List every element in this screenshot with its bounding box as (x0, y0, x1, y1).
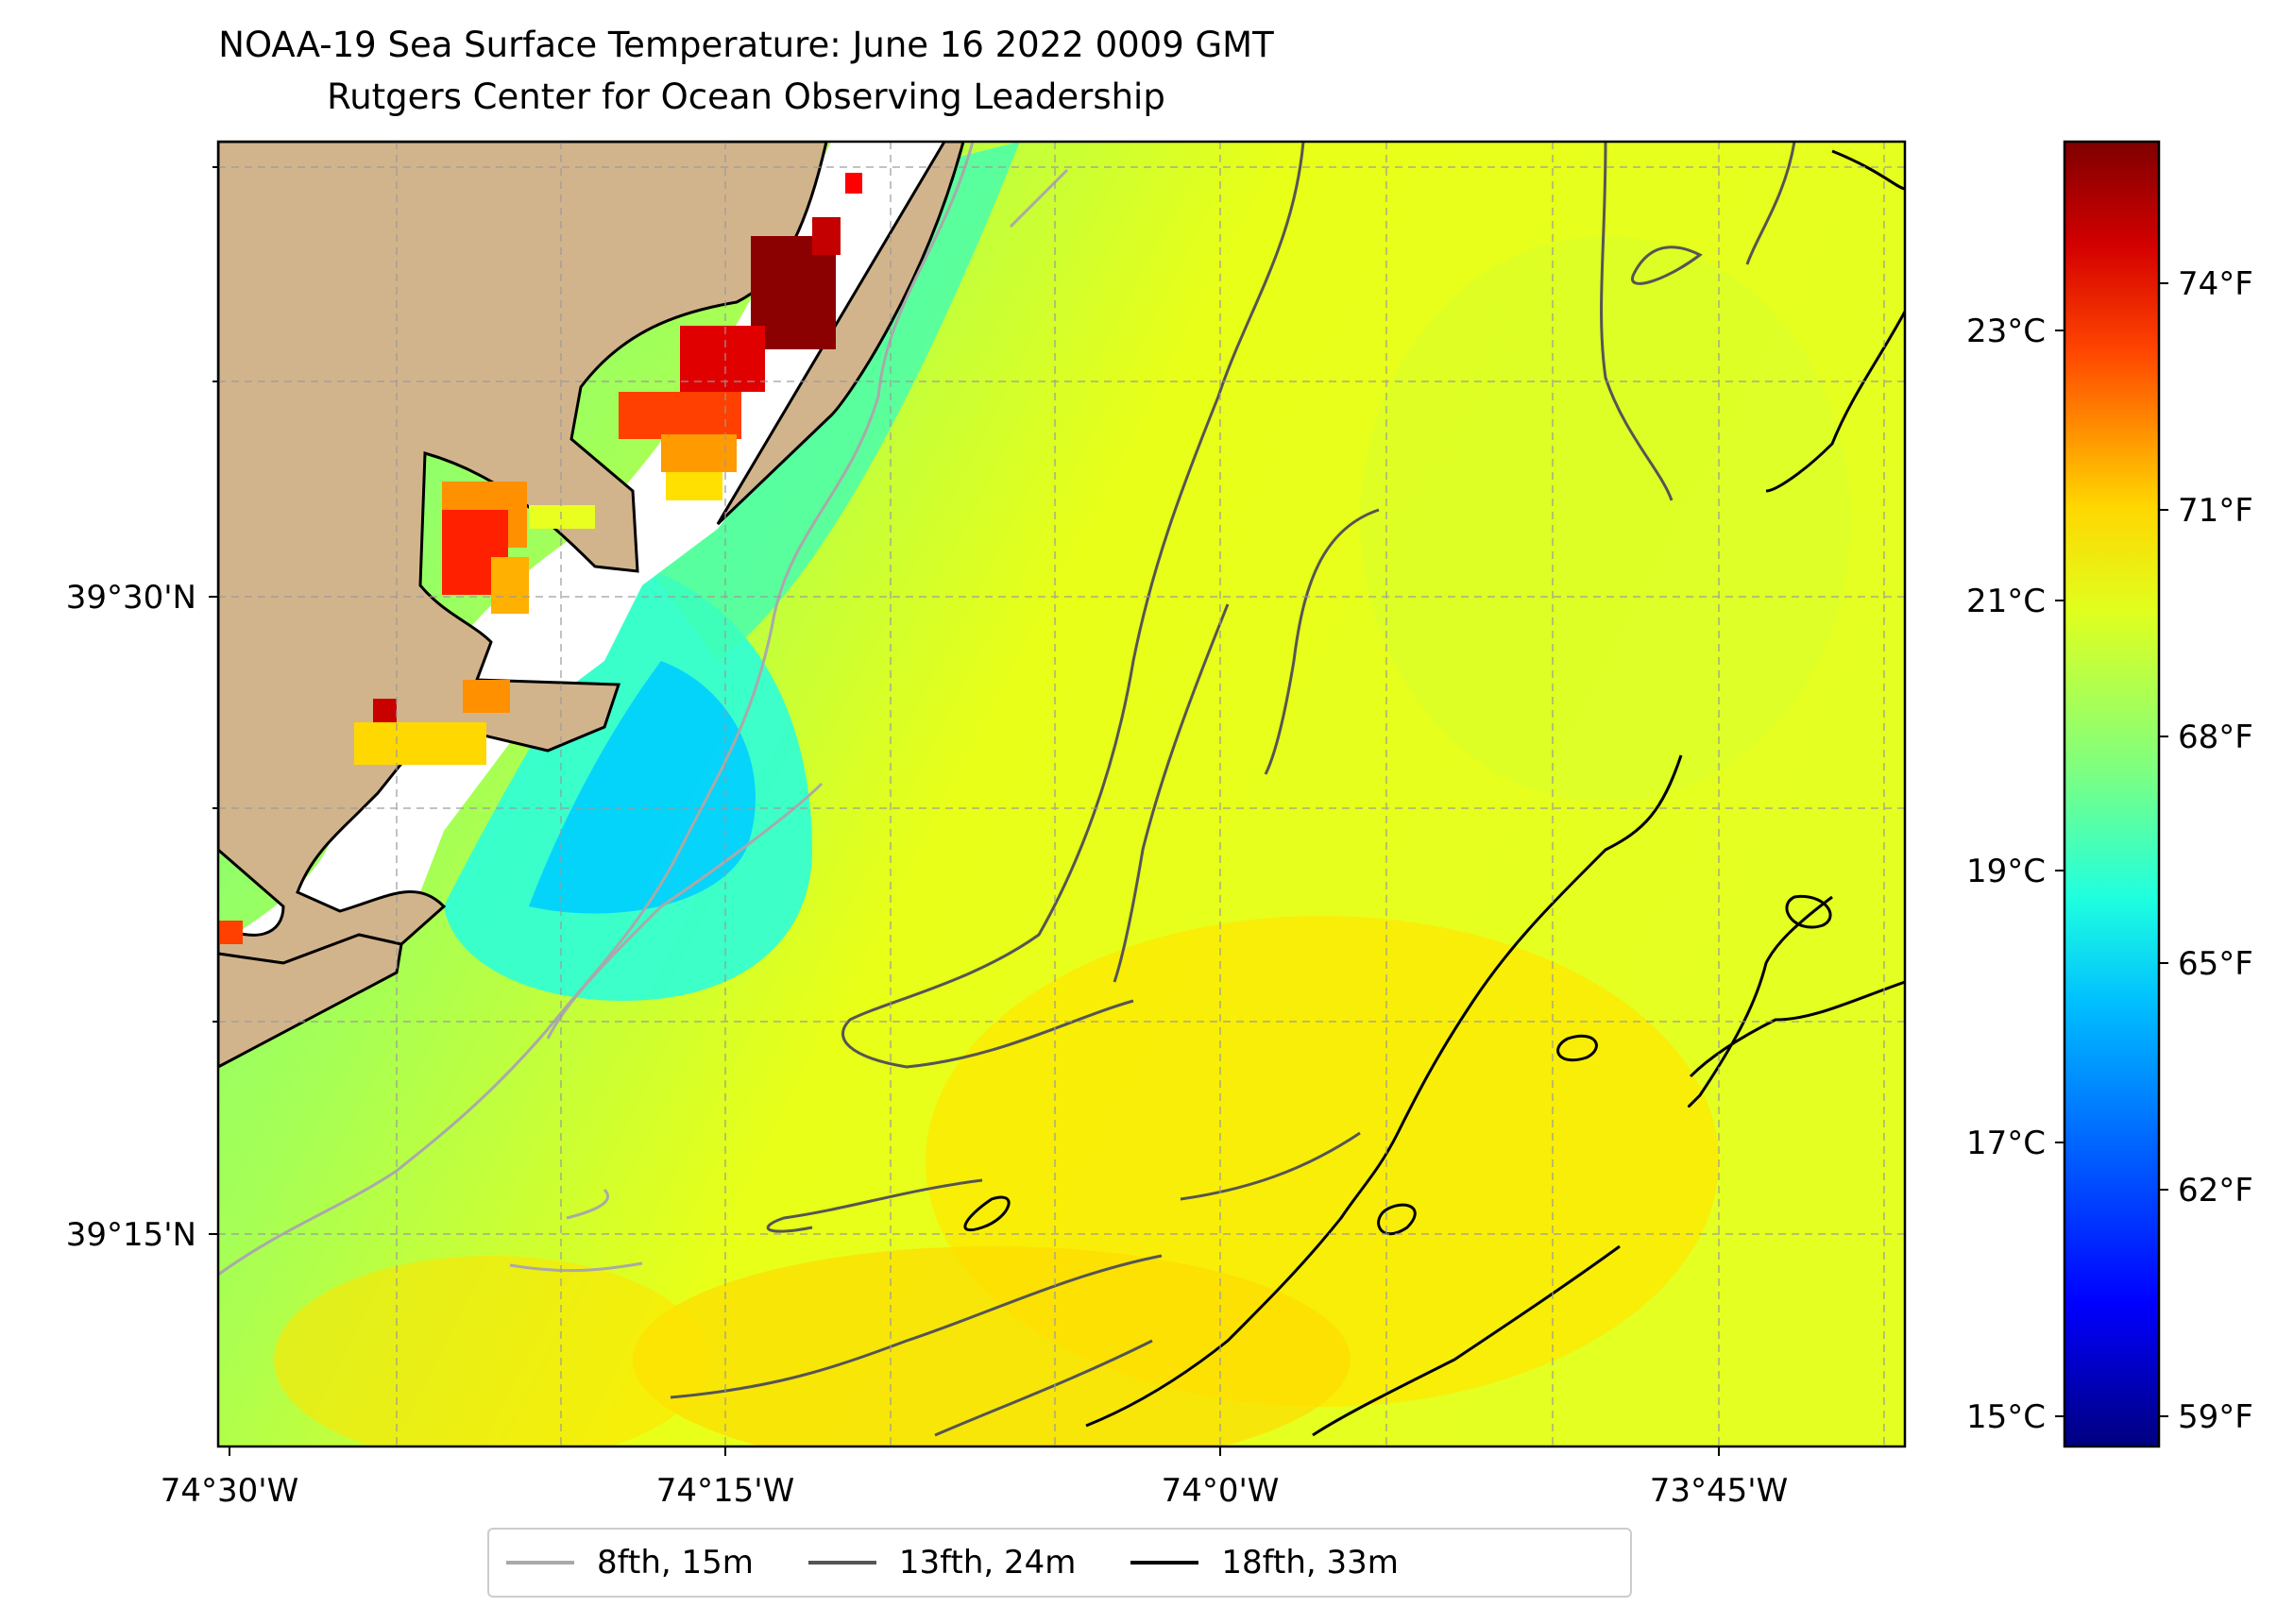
map-frame (216, 140, 1907, 1448)
y-tick-label: 39°15'N (66, 1216, 196, 1254)
fahrenheit-tick-label: 62°F (2178, 1172, 2253, 1210)
legend-label: 18fth, 33m (1221, 1544, 1399, 1582)
legend-item: 13fth, 24m (807, 1544, 1077, 1582)
legend-item: 8fth, 15m (506, 1544, 754, 1582)
hot-pixel (373, 699, 397, 722)
hot-pixel (666, 472, 722, 500)
cold-core (529, 661, 756, 914)
fahrenheit-tick-label: 68°F (2178, 719, 2253, 756)
isobath-33m (963, 149, 1905, 1437)
legend-item: 18fth, 33m (1130, 1544, 1399, 1582)
x-tick-label: 74°0'W (1162, 1472, 1280, 1510)
colorbar (2063, 140, 2161, 1448)
celsius-tick-label: 15°C (1966, 1398, 2046, 1436)
hot-pixel (619, 392, 741, 439)
graticule (218, 142, 1905, 1446)
hot-pixel (463, 680, 510, 713)
hot-pixel (491, 557, 529, 614)
chart-subtitle: Rutgers Center for Ocean Observing Leade… (327, 76, 1165, 117)
legend-label: 13fth, 24m (898, 1544, 1077, 1582)
y-tick-label: 39°30'N (66, 579, 196, 617)
land (218, 933, 403, 1069)
x-tick-label: 74°30'W (161, 1472, 299, 1510)
land (716, 142, 965, 526)
hot-pixel (529, 505, 595, 529)
hot-pixel (812, 217, 841, 255)
fahrenheit-tick-label: 74°F (2178, 265, 2253, 303)
warm-region (633, 1246, 1351, 1446)
fahrenheit-tick-label: 71°F (2178, 492, 2253, 530)
legend-swatch (1130, 1561, 1199, 1565)
celsius-tick-label: 23°C (1966, 313, 2046, 350)
fahrenheit-tick-label: 59°F (2178, 1398, 2253, 1436)
hot-pixel (219, 921, 243, 944)
hot-pixel (845, 173, 862, 194)
warm-region (274, 1256, 708, 1446)
isobath-24m (670, 142, 1796, 1437)
no-data-area (218, 142, 954, 1067)
isobath-15m (218, 142, 1069, 1277)
legend-swatch (506, 1561, 574, 1565)
x-tick-label: 74°15'W (656, 1472, 795, 1510)
hot-pixel (354, 722, 486, 765)
legend-swatch (807, 1561, 876, 1565)
chart-title: NOAA-19 Sea Surface Temperature: June 16… (218, 25, 1274, 65)
legend-label: 8fth, 15m (597, 1544, 754, 1582)
celsius-tick-label: 17°C (1966, 1125, 2046, 1162)
hot-pixel (661, 434, 737, 472)
x-tick-label: 73°45'W (1650, 1472, 1789, 1510)
warm-region (1360, 236, 1851, 803)
isobath-legend: 8fth, 15m 13fth, 24m 18fth, 33m (487, 1528, 1632, 1598)
fahrenheit-tick-label: 65°F (2178, 945, 2253, 983)
celsius-tick-label: 19°C (1966, 853, 2046, 890)
celsius-tick-label: 21°C (1966, 583, 2046, 620)
